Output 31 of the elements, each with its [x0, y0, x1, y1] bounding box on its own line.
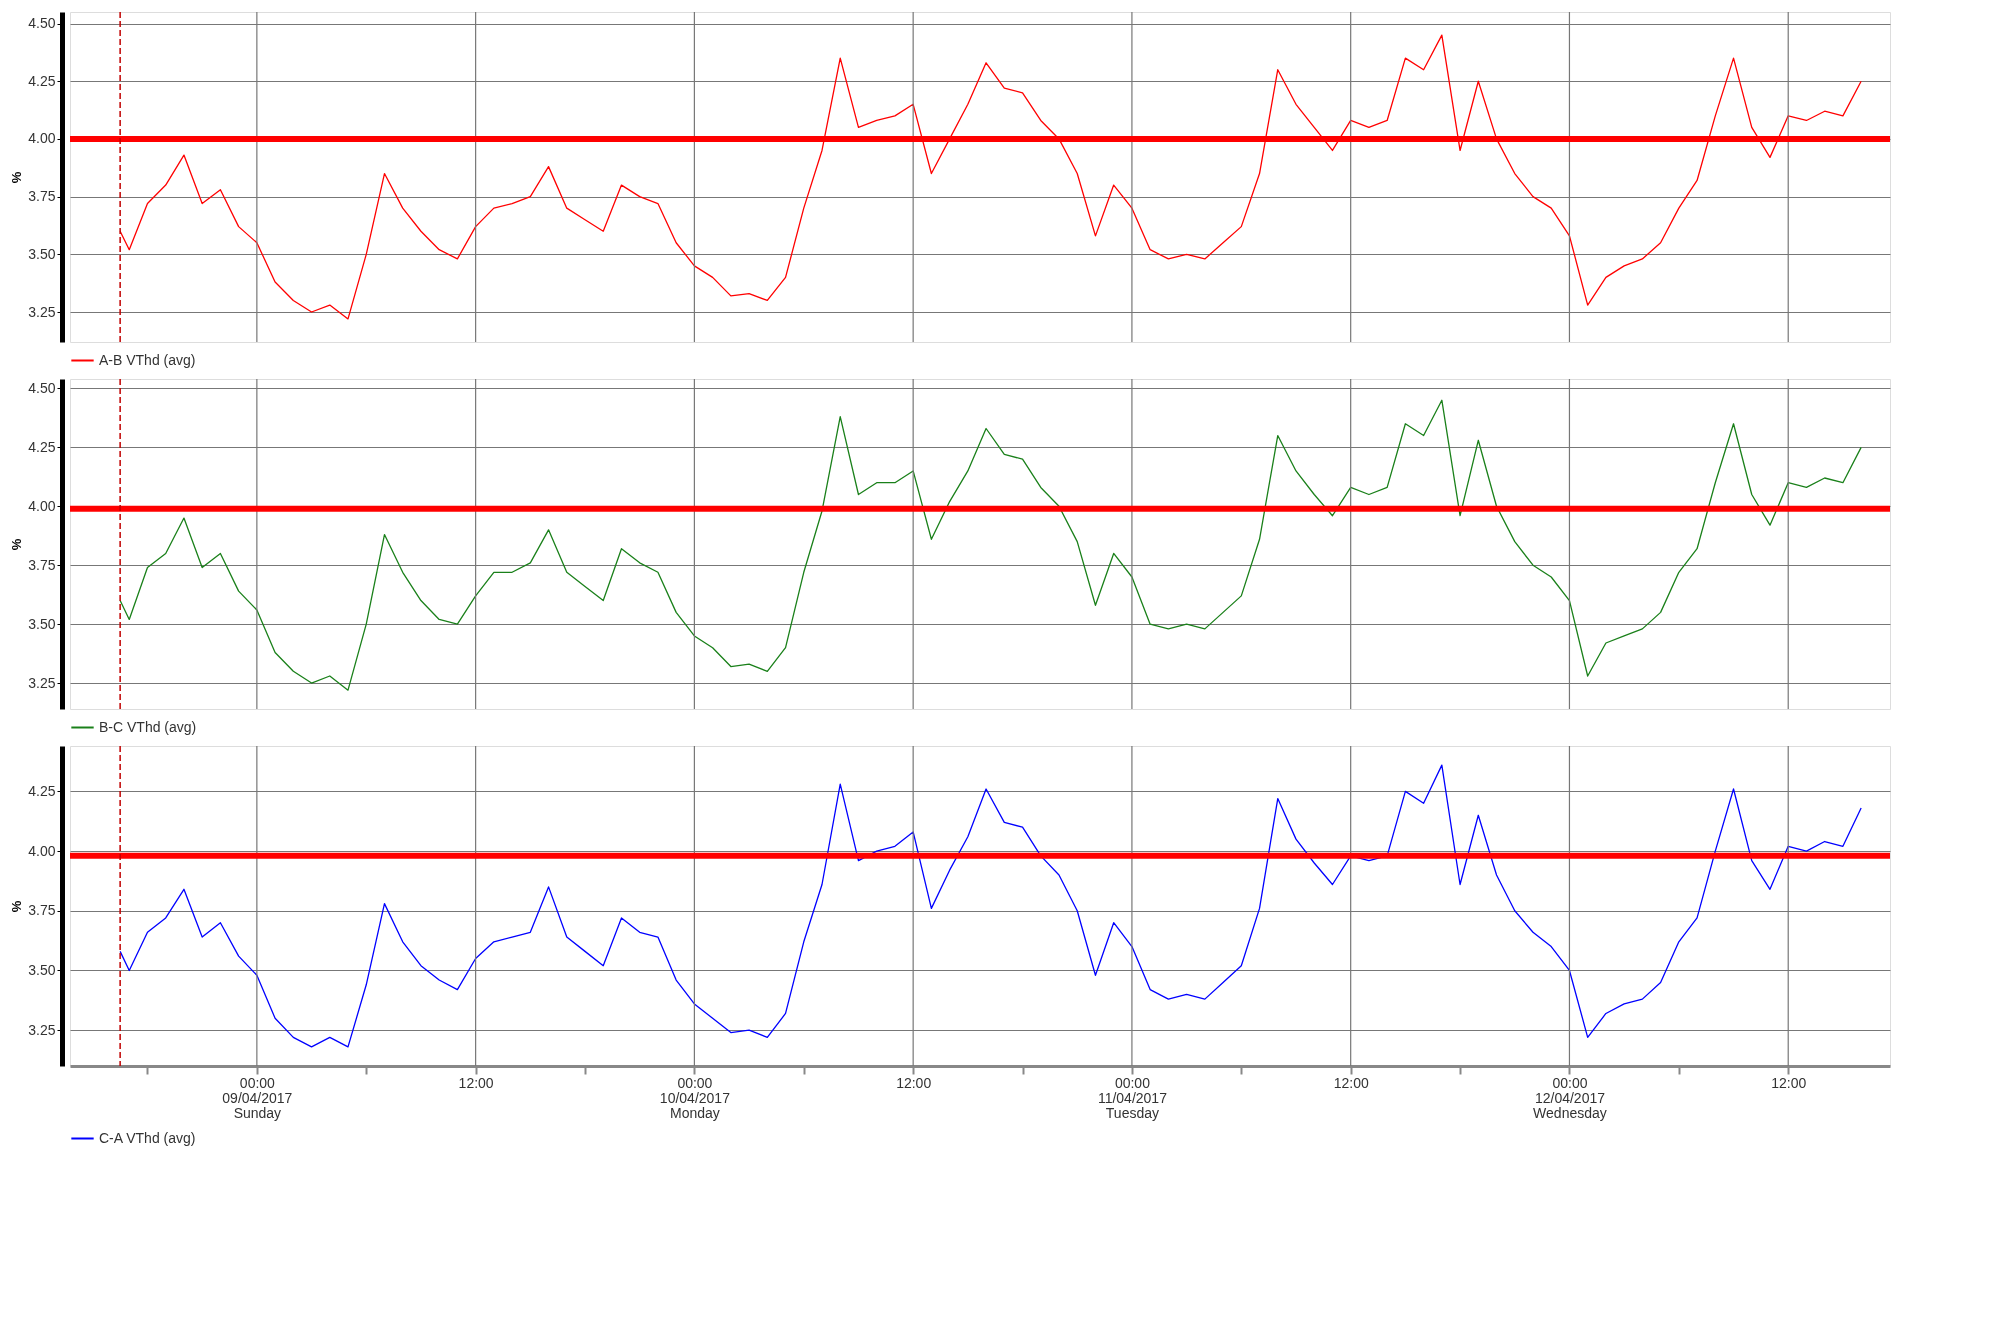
y-tick-label: 3.75: [28, 556, 56, 573]
y-axis-title: %: [9, 900, 25, 913]
y-tick-label: 4.50: [28, 379, 56, 396]
x-tick-label: 00:00 09/04/2017 Sunday: [222, 1074, 293, 1121]
x-tick-label: 12:00: [1771, 1074, 1807, 1091]
legend-label: A-B VThd (avg): [99, 351, 196, 368]
y-tick-label: 3.50: [28, 615, 56, 632]
x-tick-label: 12:00: [896, 1074, 932, 1091]
y-tick-label: 4.00: [28, 842, 56, 859]
y-tick-label: 3.25: [28, 1021, 56, 1038]
legend-label: C-A VThd (avg): [99, 1129, 196, 1146]
y-tick-label: 4.25: [28, 782, 56, 799]
y-tick-label: 3.50: [28, 961, 56, 978]
y-tick-label: 3.25: [28, 674, 56, 691]
x-tick-label: 00:00 11/04/2017 Tuesday: [1097, 1074, 1168, 1121]
legend-label: B-C VThd (avg): [99, 718, 197, 735]
x-tick-label: 12:00: [458, 1074, 494, 1091]
y-tick-label: 4.25: [28, 72, 56, 89]
x-tick-label: 00:00 12/04/2017 Wednesday: [1533, 1074, 1607, 1121]
y-tick-label: 3.75: [28, 188, 56, 205]
y-tick-label: 4.00: [28, 130, 56, 147]
y-tick-label: 4.25: [28, 438, 56, 455]
y-tick-label: 3.75: [28, 902, 56, 919]
x-tick-label: 12:00: [1333, 1074, 1369, 1091]
y-axis-title: %: [9, 538, 25, 551]
y-tick-label: 4.50: [28, 15, 56, 32]
y-tick-label: 3.50: [28, 245, 56, 262]
y-tick-label: 3.25: [28, 303, 56, 320]
y-tick-label: 4.00: [28, 497, 56, 514]
x-tick-label: 00:00 10/04/2017 Monday: [659, 1074, 731, 1121]
y-axis-title: %: [9, 171, 25, 184]
